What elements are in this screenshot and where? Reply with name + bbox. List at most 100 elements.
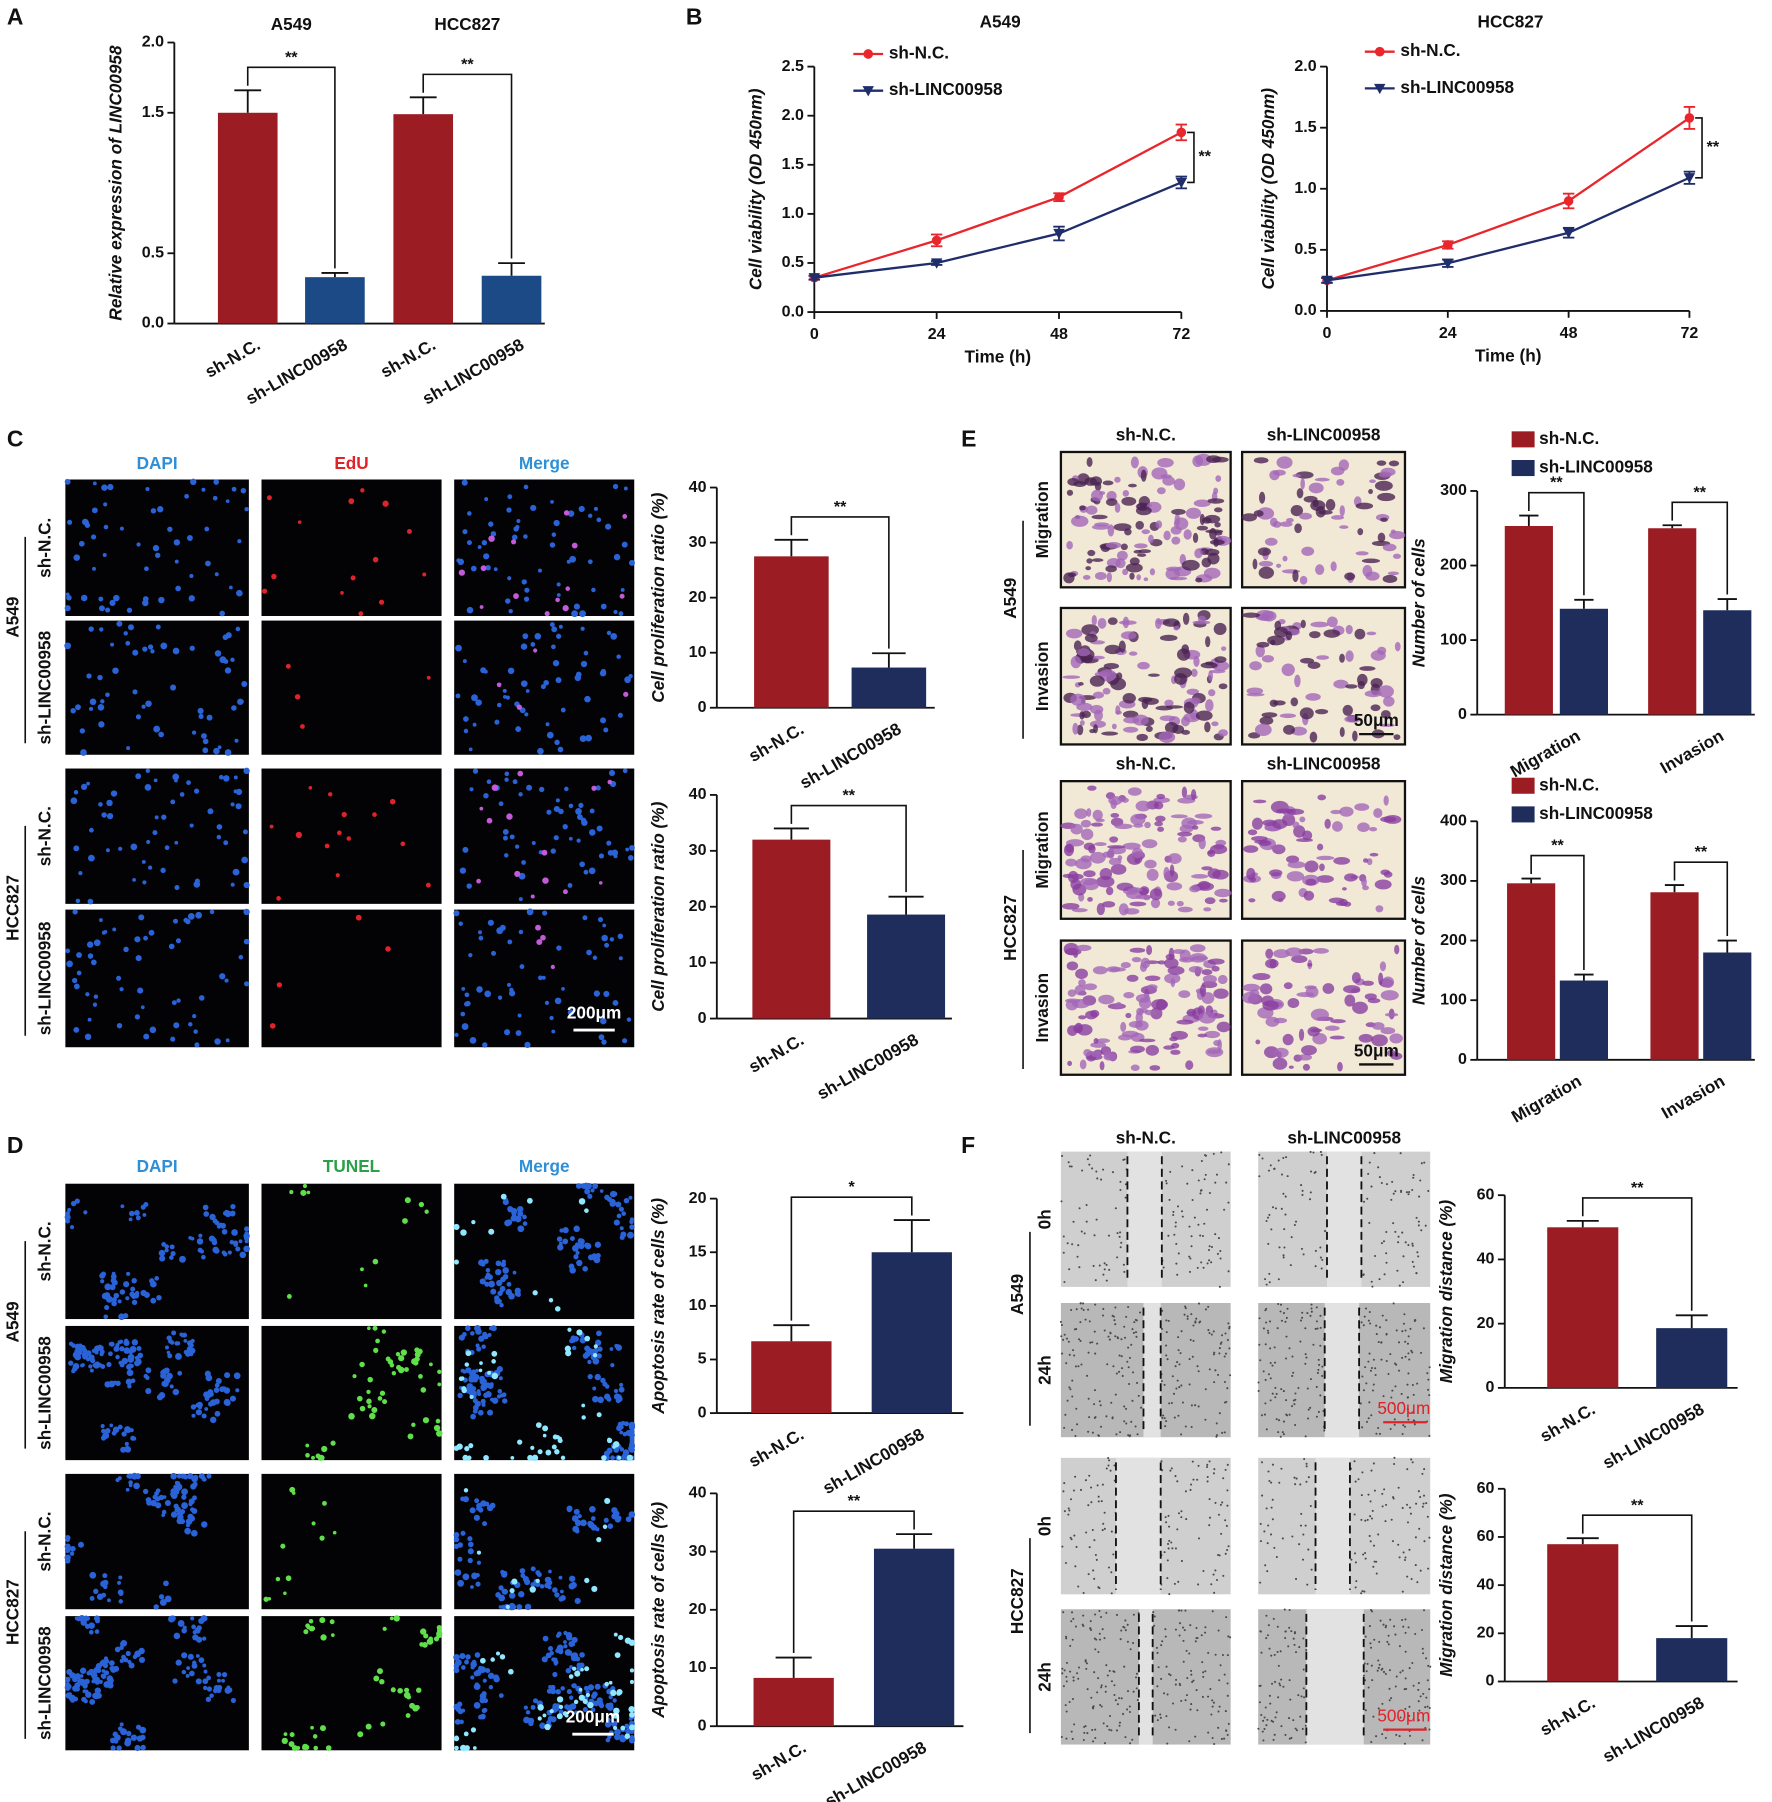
cell xyxy=(1258,1153,1261,1156)
cell xyxy=(201,1413,207,1419)
cell xyxy=(1067,1340,1070,1343)
cell xyxy=(68,1360,74,1366)
cell xyxy=(1087,1573,1090,1576)
cell xyxy=(1249,661,1262,671)
cell xyxy=(198,713,204,720)
cell xyxy=(629,1711,635,1718)
cell xyxy=(1314,1327,1317,1330)
cell xyxy=(1294,1392,1297,1395)
cell xyxy=(1090,1486,1093,1489)
cell xyxy=(1418,1709,1421,1712)
cell xyxy=(106,1361,112,1368)
cell xyxy=(66,595,72,601)
cell xyxy=(498,801,504,807)
cell xyxy=(1121,496,1137,506)
cell xyxy=(1111,1416,1114,1419)
error-bar xyxy=(888,895,924,915)
x-tick-label: 48 xyxy=(1050,325,1068,343)
cell xyxy=(1138,696,1153,703)
cell xyxy=(1110,1592,1113,1595)
cell xyxy=(1063,1333,1066,1336)
cell xyxy=(98,605,105,612)
cell xyxy=(1123,1405,1126,1408)
cell xyxy=(537,568,542,573)
cell xyxy=(595,1527,600,1532)
cell xyxy=(1419,1569,1422,1572)
cell xyxy=(1208,1191,1211,1195)
cell xyxy=(325,1745,332,1751)
cell xyxy=(1223,1355,1226,1358)
cell xyxy=(579,735,587,742)
cell xyxy=(1414,1632,1417,1636)
cell xyxy=(1080,819,1092,828)
cell xyxy=(544,1577,550,1582)
cell xyxy=(1116,1337,1120,1340)
cell xyxy=(1388,1699,1391,1702)
cell xyxy=(1364,1557,1367,1560)
cell xyxy=(1269,1347,1272,1350)
cell xyxy=(1135,994,1151,1003)
cell xyxy=(1411,1461,1414,1464)
cell xyxy=(98,596,104,602)
cell xyxy=(213,747,220,755)
cell xyxy=(161,1513,166,1518)
cell xyxy=(1165,1319,1168,1322)
cell xyxy=(1197,1033,1208,1038)
cell xyxy=(215,1377,222,1384)
cell xyxy=(1364,1366,1367,1369)
cell xyxy=(1397,1543,1400,1546)
cell xyxy=(1130,456,1139,469)
cell xyxy=(1352,730,1358,742)
cell xyxy=(1077,1365,1080,1368)
cell xyxy=(501,1604,506,1610)
cell xyxy=(1265,1307,1268,1310)
cell xyxy=(295,831,303,839)
x-tick-label: 24 xyxy=(928,325,946,343)
cell xyxy=(580,1519,587,1527)
cell xyxy=(75,898,81,904)
cell xyxy=(1393,734,1401,740)
y-tick-label: 20 xyxy=(1477,1624,1495,1642)
cell xyxy=(1302,1668,1305,1671)
cell xyxy=(595,785,601,791)
wound-gap xyxy=(1324,1302,1360,1438)
cell xyxy=(1113,1693,1116,1697)
cell xyxy=(1181,729,1191,735)
cell xyxy=(593,1344,598,1349)
cell xyxy=(373,1347,379,1353)
cell xyxy=(1128,887,1143,893)
cell xyxy=(1199,984,1207,997)
cell xyxy=(127,1473,133,1479)
legend-swatch xyxy=(1511,460,1535,477)
bar xyxy=(1703,610,1752,715)
cell xyxy=(294,694,301,700)
cell xyxy=(1202,1671,1205,1674)
cell xyxy=(144,783,152,791)
cell xyxy=(1200,1634,1203,1637)
cell xyxy=(219,610,225,617)
cell xyxy=(1091,1341,1094,1344)
cell xyxy=(1345,650,1354,662)
cell xyxy=(517,1205,524,1213)
cell xyxy=(1191,1198,1194,1202)
cell xyxy=(1377,646,1387,655)
cell xyxy=(538,975,543,981)
cell xyxy=(1139,1311,1142,1314)
cell xyxy=(240,487,247,494)
cell xyxy=(376,1668,383,1675)
cell xyxy=(511,534,518,541)
cell xyxy=(164,1595,172,1603)
cell xyxy=(363,1283,368,1288)
cell xyxy=(1094,1728,1097,1731)
cell xyxy=(207,808,214,815)
cell xyxy=(201,1476,207,1482)
cell xyxy=(1108,1669,1111,1672)
legend-label: sh-N.C. xyxy=(889,43,949,63)
cell xyxy=(1218,1347,1221,1350)
cell xyxy=(1259,1540,1262,1543)
cell xyxy=(1065,858,1077,867)
cell xyxy=(1359,666,1376,671)
cell xyxy=(1223,1737,1226,1740)
cell xyxy=(504,771,510,777)
y-tick-label: 0 xyxy=(1486,1672,1495,1690)
